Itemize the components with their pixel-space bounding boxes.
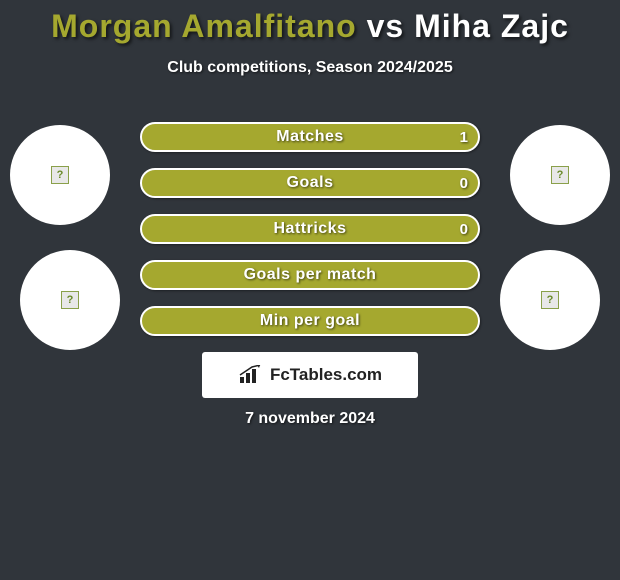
- comparison-title: Morgan Amalfitano vs Miha Zajc: [0, 0, 620, 45]
- stat-label: Goals per match: [140, 260, 480, 290]
- subtitle: Club competitions, Season 2024/2025: [0, 59, 620, 77]
- title-player1: Morgan Amalfitano: [51, 8, 357, 44]
- title-vs: vs: [367, 8, 405, 44]
- placeholder-image-icon: ?: [51, 166, 69, 184]
- stat-row-matches: Matches 1: [140, 122, 480, 152]
- brand-chart-icon: [238, 365, 264, 385]
- placeholder-image-icon: ?: [61, 291, 79, 309]
- avatar-team2: ?: [500, 250, 600, 350]
- stat-label: Min per goal: [140, 306, 480, 336]
- stat-row-goals-per-match: Goals per match: [140, 260, 480, 290]
- avatar-player1: ?: [10, 125, 110, 225]
- stat-label: Goals: [140, 168, 480, 198]
- snapshot-date: 7 november 2024: [0, 410, 620, 428]
- avatar-team1: ?: [20, 250, 120, 350]
- stat-label: Matches: [140, 122, 480, 152]
- avatar-player2: ?: [510, 125, 610, 225]
- placeholder-image-icon: ?: [551, 166, 569, 184]
- stat-right-value: 1: [460, 122, 468, 152]
- placeholder-image-icon: ?: [541, 291, 559, 309]
- stat-right-value: 0: [460, 214, 468, 244]
- stat-right-value: 0: [460, 168, 468, 198]
- title-player2: Miha Zajc: [414, 8, 569, 44]
- stat-row-hattricks: Hattricks 0: [140, 214, 480, 244]
- stat-bars: Matches 1 Goals 0 Hattricks 0 Goals per …: [140, 122, 480, 352]
- brand-text: FcTables.com: [270, 365, 382, 385]
- brand-box: FcTables.com: [202, 352, 418, 398]
- stat-row-min-per-goal: Min per goal: [140, 306, 480, 336]
- stat-label: Hattricks: [140, 214, 480, 244]
- stat-row-goals: Goals 0: [140, 168, 480, 198]
